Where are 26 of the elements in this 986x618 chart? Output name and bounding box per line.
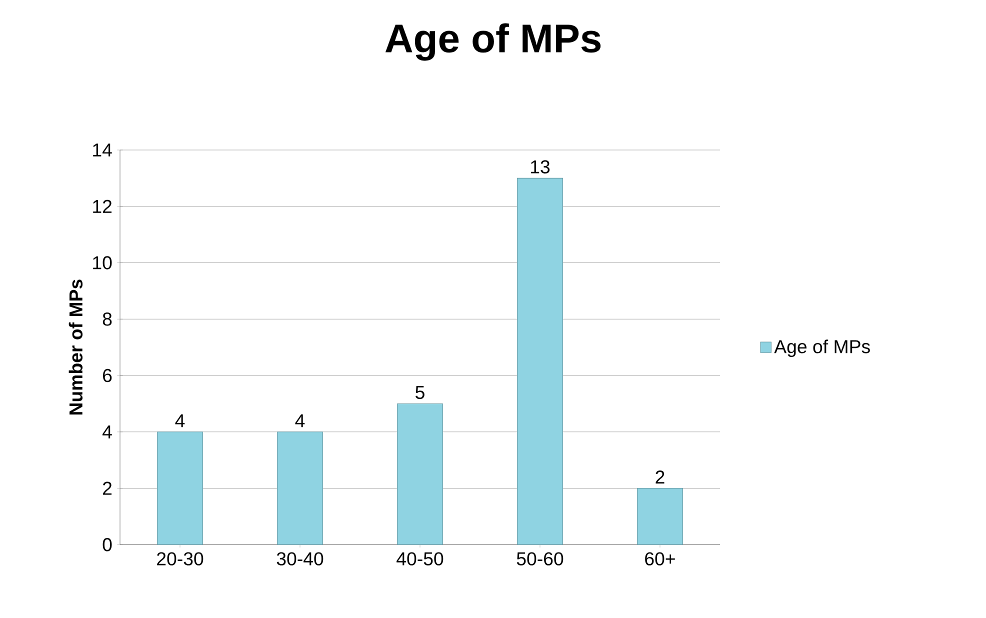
x-tick-label: 40-50 <box>396 552 444 566</box>
bar <box>397 403 443 545</box>
y-tick-label: 0 <box>102 538 112 552</box>
data-label: 5 <box>416 386 424 399</box>
chart-title: Age of MPs <box>385 23 601 61</box>
x-tick-label: 50-60 <box>516 552 564 566</box>
y-axis-title: Number of MPs <box>68 280 83 415</box>
y-tick-label: 2 <box>103 482 112 495</box>
bar <box>277 432 323 545</box>
y-tick-label: 10 <box>93 256 112 270</box>
bar <box>637 488 683 545</box>
legend-label: Age of MPs <box>774 340 870 357</box>
x-tick-label: 30-40 <box>276 552 324 566</box>
bar <box>157 432 203 545</box>
bar <box>517 178 563 545</box>
data-label: 4 <box>175 414 185 428</box>
data-label: 2 <box>656 470 664 484</box>
data-label: 4 <box>295 414 305 428</box>
y-tick-label: 14 <box>93 144 112 156</box>
y-tick-label: 4 <box>102 425 112 438</box>
x-tick-label: 60+ <box>645 552 675 566</box>
y-tick-label: 6 <box>103 368 112 382</box>
data-label: 13 <box>531 160 550 174</box>
y-tick-label: 12 <box>93 200 112 213</box>
y-tick-label: 8 <box>102 312 112 326</box>
x-tick-label: 20-30 <box>157 552 204 566</box>
